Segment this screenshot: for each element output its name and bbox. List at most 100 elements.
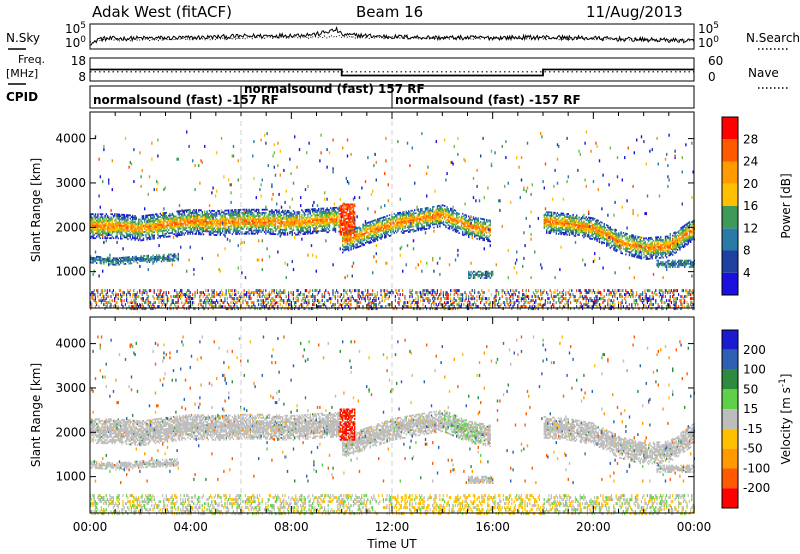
scatter-cell — [345, 205, 347, 207]
scatter-cell — [100, 221, 103, 224]
scatter-cell — [132, 256, 134, 258]
scatter-cell — [334, 210, 337, 212]
scatter-cell — [100, 299, 102, 303]
scatter-cell — [414, 230, 416, 232]
scatter-cell — [346, 225, 349, 228]
scatter-cell — [213, 210, 215, 212]
scatter-cell — [153, 297, 155, 301]
scatter-cell — [337, 211, 339, 214]
scatter-cell — [116, 215, 118, 217]
scatter-cell — [168, 253, 170, 256]
scatter-cell — [108, 224, 110, 227]
scatter-cell — [374, 295, 376, 299]
scatter-cell — [158, 244, 160, 248]
station-title: Adak West (fitACF) — [92, 3, 232, 21]
scatter-cell — [327, 223, 329, 226]
scatter-cell — [426, 221, 428, 224]
scatter-cell — [194, 223, 196, 226]
scatter-cell — [115, 260, 117, 263]
scatter-cell — [111, 262, 113, 264]
scatter-cell — [309, 232, 311, 235]
scatter-cell — [414, 220, 416, 223]
scatter-cell — [110, 227, 112, 230]
scatter-cell — [394, 305, 396, 309]
scatter-cell — [415, 212, 417, 215]
scatter-cell — [325, 213, 327, 216]
scatter-cell — [344, 247, 346, 250]
scatter-cell — [102, 234, 104, 238]
scatter-cell — [286, 307, 288, 311]
scatter-cell — [242, 299, 244, 303]
scatter-cell — [367, 236, 369, 239]
scatter-cell — [402, 224, 404, 226]
scatter-cell — [396, 307, 398, 311]
scatter-cell — [91, 222, 93, 225]
scatter-cell — [108, 261, 110, 264]
scatter-cell — [169, 219, 171, 222]
scatter-cell — [189, 218, 191, 221]
scatter-cell — [427, 291, 429, 295]
scatter-cell — [213, 219, 215, 222]
scatter-cell — [338, 224, 340, 227]
scatter-cell — [212, 186, 214, 190]
scatter-cell — [177, 223, 179, 225]
scatter-cell — [304, 223, 307, 226]
scatter-cell — [342, 307, 344, 311]
scatter-cell — [115, 221, 117, 224]
scatter-cell — [288, 214, 290, 217]
scatter-cell — [286, 216, 289, 219]
scatter-cell — [352, 230, 355, 233]
scatter-cell — [337, 208, 339, 211]
scatter-cell — [184, 293, 186, 297]
scatter-cell — [105, 232, 107, 235]
scatter-cell — [199, 233, 201, 236]
scatter-cell — [304, 231, 307, 234]
scatter-cell — [348, 249, 350, 252]
scatter-cell — [375, 222, 377, 224]
scatter-cell — [300, 230, 302, 232]
scatter-cell — [127, 256, 129, 259]
scatter-cell — [434, 212, 436, 216]
scatter-cell — [100, 229, 103, 232]
scatter-cell — [426, 172, 428, 176]
scatter-cell — [315, 232, 317, 234]
scatter-cell — [223, 224, 225, 226]
scatter-cell — [228, 220, 230, 223]
scatter-cell — [190, 221, 193, 224]
scatter-cell — [420, 293, 422, 297]
scatter-cell — [156, 222, 158, 225]
scatter-cell — [387, 229, 389, 231]
scatter-cell — [96, 232, 98, 235]
scatter-cell — [198, 303, 200, 307]
scatter-cell — [278, 291, 280, 295]
scatter-cell — [196, 220, 199, 223]
scatter-cell — [118, 224, 121, 227]
scatter-cell — [144, 289, 146, 293]
scatter-cell — [142, 237, 145, 240]
scatter-cell — [158, 293, 160, 297]
scatter-cell — [362, 228, 364, 231]
scatter-cell — [348, 181, 350, 185]
scatter-cell — [354, 196, 356, 200]
scatter-cell — [172, 214, 175, 216]
scatter-cell — [303, 218, 305, 221]
scatter-cell — [124, 222, 127, 224]
scatter-cell — [272, 212, 274, 215]
scatter-cell — [296, 222, 298, 225]
scatter-cell — [290, 307, 292, 311]
scatter-cell — [192, 301, 194, 305]
scatter-cell — [332, 219, 334, 222]
scatter-cell — [207, 227, 209, 230]
scatter-cell — [279, 217, 281, 220]
scatter-cell — [280, 299, 282, 303]
scatter-cell — [268, 225, 271, 227]
scatter-cell — [201, 223, 203, 226]
scatter-cell — [310, 218, 313, 220]
scatter-cell — [397, 217, 399, 219]
scatter-cell — [352, 239, 355, 242]
scatter-cell — [349, 305, 351, 309]
scatter-cell — [315, 213, 317, 217]
scatter-cell — [352, 238, 355, 240]
scatter-cell — [97, 289, 99, 293]
scatter-cell — [308, 299, 310, 303]
